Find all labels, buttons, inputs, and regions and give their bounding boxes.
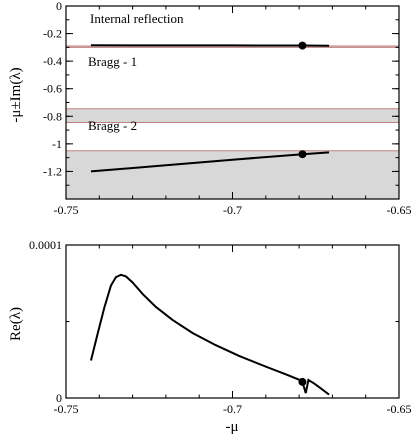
y-tick-label: -1 [52,137,62,151]
x-tick-label: -0.65 [387,203,412,217]
x-tick-label: -0.7 [223,203,242,217]
y-tick-label: -0.2 [43,27,62,41]
bottom-panel: -0.75 -0.7 -0.65 0 0.0001 Re(λ) -μ [8,238,412,435]
annotation-internal-reflection: Internal reflection [90,11,184,26]
y-tick-label: -0.6 [43,82,62,96]
bottom-y-axis-label: Re(λ) [8,307,24,341]
shaded-band-2 [66,108,399,123]
y-tick-label: -1.2 [43,164,62,178]
top-y-axis-label: -μ±Im(λ) [8,67,24,122]
bottom-axes-frame [65,244,400,399]
top-panel: -0.75 -0.7 -0.65 0 -0.2 -0.4 -0.6 -0.8 -1 -1.2 In… [8,0,412,217]
y-tick-label: -0.8 [43,109,62,123]
annotation-bragg-1: Bragg - 1 [88,54,137,69]
x-tick-label: -0.75 [54,402,79,416]
top-ticks: -0.75 -0.7 -0.65 0 -0.2 -0.4 -0.6 -0.8 -1 -1.2 [43,0,412,217]
annotation-bragg-2: Bragg - 2 [88,118,137,133]
marker-point-1 [298,377,307,386]
series-line-1 [89,273,330,396]
shaded-band-1 [66,45,399,48]
shaded-band-3 [66,150,399,199]
bottom-series-group [89,273,330,396]
y-tick-label: 0 [56,0,62,13]
x-tick-label: -0.75 [54,203,79,217]
x-tick-label: -0.65 [387,402,412,416]
series-line-2 [90,151,330,173]
top-series-group [90,41,330,173]
bottom-ticks: -0.75 -0.7 -0.65 0 0.0001 [29,238,412,416]
marker-point-1 [298,41,307,50]
y-tick-label: 0 [56,391,62,405]
axes-frame [65,244,400,399]
marker-point-2 [298,150,307,159]
y-tick-label: 0.0001 [29,238,62,252]
y-tick-label: -0.4 [43,54,62,68]
x-tick-label: -0.7 [223,402,242,416]
bottom-x-axis-label: -μ [225,419,238,435]
